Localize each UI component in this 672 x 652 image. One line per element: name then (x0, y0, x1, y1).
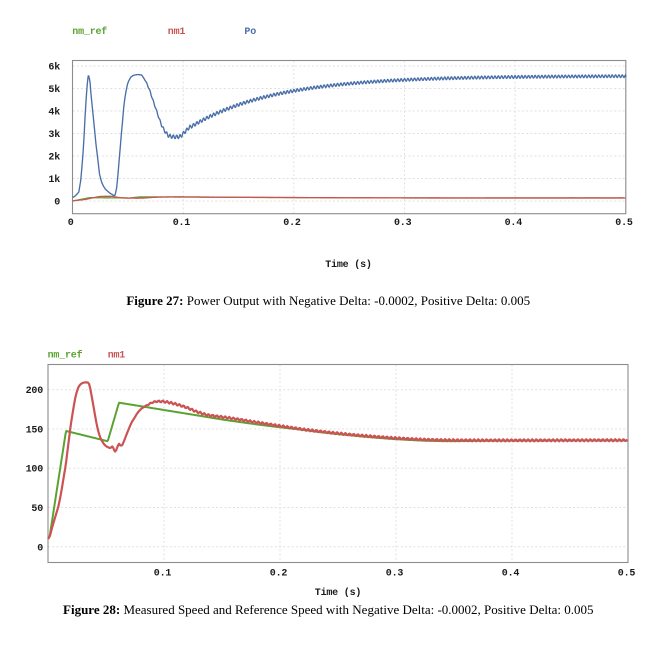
svg-text:3k: 3k (48, 129, 60, 141)
svg-text:0.3: 0.3 (386, 568, 404, 579)
svg-text:0.2: 0.2 (270, 568, 288, 579)
svg-text:150: 150 (26, 426, 44, 437)
svg-text:4k: 4k (48, 107, 60, 119)
svg-text:nm_ref: nm_ref (48, 350, 83, 362)
svg-text:2k: 2k (48, 152, 60, 164)
svg-text:nm1: nm1 (168, 27, 186, 38)
svg-text:0: 0 (37, 543, 43, 554)
svg-text:0.4: 0.4 (502, 568, 520, 579)
svg-text:Time (s): Time (s) (325, 259, 371, 271)
svg-text:200: 200 (26, 386, 44, 397)
svg-text:0.5: 0.5 (615, 218, 633, 229)
svg-text:0.2: 0.2 (283, 218, 301, 229)
svg-text:5k: 5k (48, 84, 60, 96)
svg-text:0: 0 (54, 198, 60, 209)
svg-text:1k: 1k (48, 174, 60, 186)
svg-text:nm_ref: nm_ref (72, 26, 107, 38)
svg-text:0: 0 (68, 218, 74, 229)
svg-text:0.1: 0.1 (154, 568, 172, 579)
svg-text:6k: 6k (48, 62, 60, 74)
svg-text:nm1: nm1 (108, 351, 126, 362)
svg-text:50: 50 (31, 504, 43, 515)
svg-text:0.5: 0.5 (618, 568, 636, 579)
svg-text:Po: Po (244, 27, 256, 38)
svg-text:100: 100 (26, 465, 44, 476)
svg-text:0.3: 0.3 (394, 218, 412, 229)
svg-text:Time (s): Time (s) (315, 587, 361, 599)
svg-text:0.4: 0.4 (505, 218, 523, 229)
svg-text:0.1: 0.1 (173, 218, 191, 229)
